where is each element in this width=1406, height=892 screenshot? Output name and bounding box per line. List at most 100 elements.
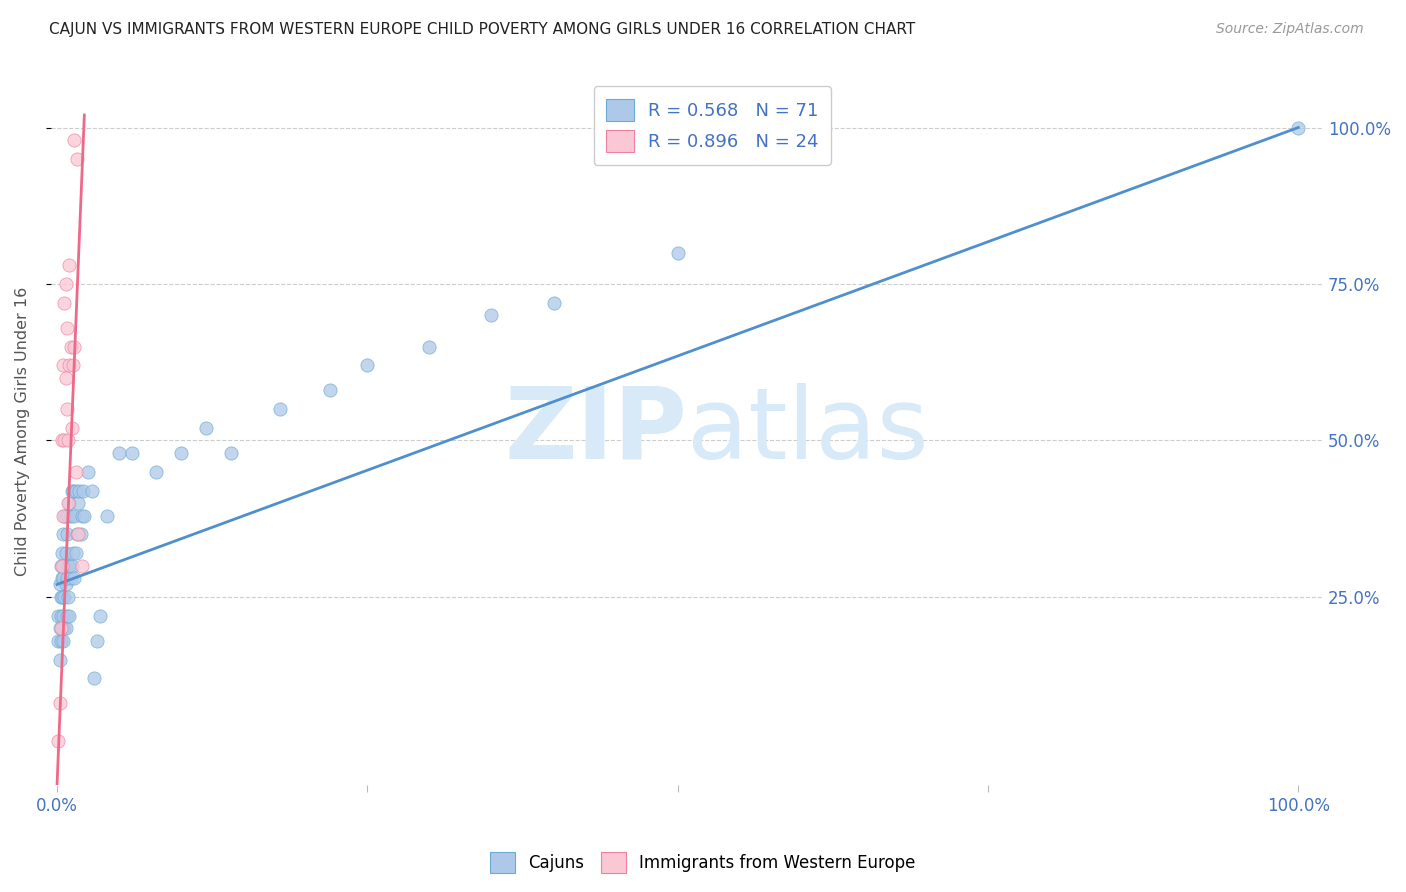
Point <box>58 508 80 523</box>
Point <box>96 508 118 523</box>
Point <box>145 465 167 479</box>
Point <box>66 527 89 541</box>
Point <box>65 465 87 479</box>
Point <box>53 590 76 604</box>
Point <box>55 508 77 523</box>
Point <box>53 558 76 573</box>
Point <box>481 308 503 322</box>
Point <box>67 527 90 541</box>
Point <box>65 483 87 498</box>
Point <box>70 558 93 573</box>
Point <box>46 608 69 623</box>
Text: CAJUN VS IMMIGRANTS FROM WESTERN EUROPE CHILD POVERTY AMONG GIRLS UNDER 16 CORRE: CAJUN VS IMMIGRANTS FROM WESTERN EUROPE … <box>49 22 915 37</box>
Point <box>666 245 689 260</box>
Point <box>58 496 80 510</box>
Point <box>53 434 76 448</box>
Point <box>51 546 73 560</box>
Point <box>59 508 82 523</box>
Point <box>195 421 218 435</box>
Point <box>51 621 73 635</box>
Point <box>52 571 75 585</box>
Point <box>543 295 565 310</box>
Text: atlas: atlas <box>688 383 928 480</box>
Point <box>58 496 80 510</box>
Point <box>58 608 80 623</box>
Point <box>60 421 83 435</box>
Point <box>77 465 100 479</box>
Point <box>59 571 82 585</box>
Point <box>55 577 77 591</box>
Point <box>53 295 76 310</box>
Point <box>46 633 69 648</box>
Point <box>62 546 84 560</box>
Point <box>66 152 89 166</box>
Point <box>70 508 93 523</box>
Point <box>58 558 80 573</box>
Text: Source: ZipAtlas.com: Source: ZipAtlas.com <box>1216 22 1364 37</box>
Point <box>49 590 72 604</box>
Point <box>63 571 86 585</box>
Point <box>89 608 111 623</box>
Point <box>69 527 91 541</box>
Point <box>49 558 72 573</box>
Point <box>269 402 291 417</box>
Point <box>53 621 76 635</box>
Point <box>59 340 82 354</box>
Point <box>72 483 94 498</box>
Point <box>63 508 86 523</box>
Point <box>51 590 73 604</box>
Point <box>58 258 80 272</box>
Point <box>62 483 84 498</box>
Point <box>51 434 73 448</box>
Point <box>108 446 131 460</box>
Point <box>55 546 77 560</box>
Point <box>86 633 108 648</box>
Point <box>121 446 143 460</box>
Point <box>48 577 70 591</box>
Point <box>51 558 73 573</box>
Point <box>55 371 77 385</box>
Point <box>49 621 72 635</box>
Point <box>219 446 242 460</box>
Point <box>52 633 75 648</box>
Point <box>48 697 70 711</box>
Point <box>73 508 96 523</box>
Point <box>52 508 75 523</box>
Legend: R = 0.568   N = 71, R = 0.896   N = 24: R = 0.568 N = 71, R = 0.896 N = 24 <box>593 87 831 165</box>
Text: ZIP: ZIP <box>505 383 688 480</box>
Point <box>67 483 90 498</box>
Point <box>51 571 73 585</box>
Point <box>65 546 87 560</box>
Point <box>67 496 90 510</box>
Point <box>56 402 79 417</box>
Point <box>58 558 80 573</box>
Point <box>49 608 72 623</box>
Point <box>63 340 86 354</box>
Point <box>56 571 79 585</box>
Point <box>53 508 76 523</box>
Point <box>56 608 79 623</box>
Point <box>55 621 77 635</box>
Point <box>58 590 80 604</box>
Point <box>60 483 83 498</box>
Point <box>170 446 193 460</box>
Point <box>48 621 70 635</box>
Point <box>319 384 342 398</box>
Point <box>46 734 69 748</box>
Point <box>56 527 79 541</box>
Point <box>48 652 70 666</box>
Point <box>418 340 440 354</box>
Point <box>55 277 77 291</box>
Point <box>60 558 83 573</box>
Point <box>62 359 84 373</box>
Point <box>356 359 378 373</box>
Legend: Cajuns, Immigrants from Western Europe: Cajuns, Immigrants from Western Europe <box>484 846 922 880</box>
Point <box>58 359 80 373</box>
Point <box>58 434 80 448</box>
Point <box>56 321 79 335</box>
Point <box>1286 120 1309 135</box>
Point <box>52 359 75 373</box>
Point <box>80 483 103 498</box>
Point <box>63 133 86 147</box>
Point <box>52 608 75 623</box>
